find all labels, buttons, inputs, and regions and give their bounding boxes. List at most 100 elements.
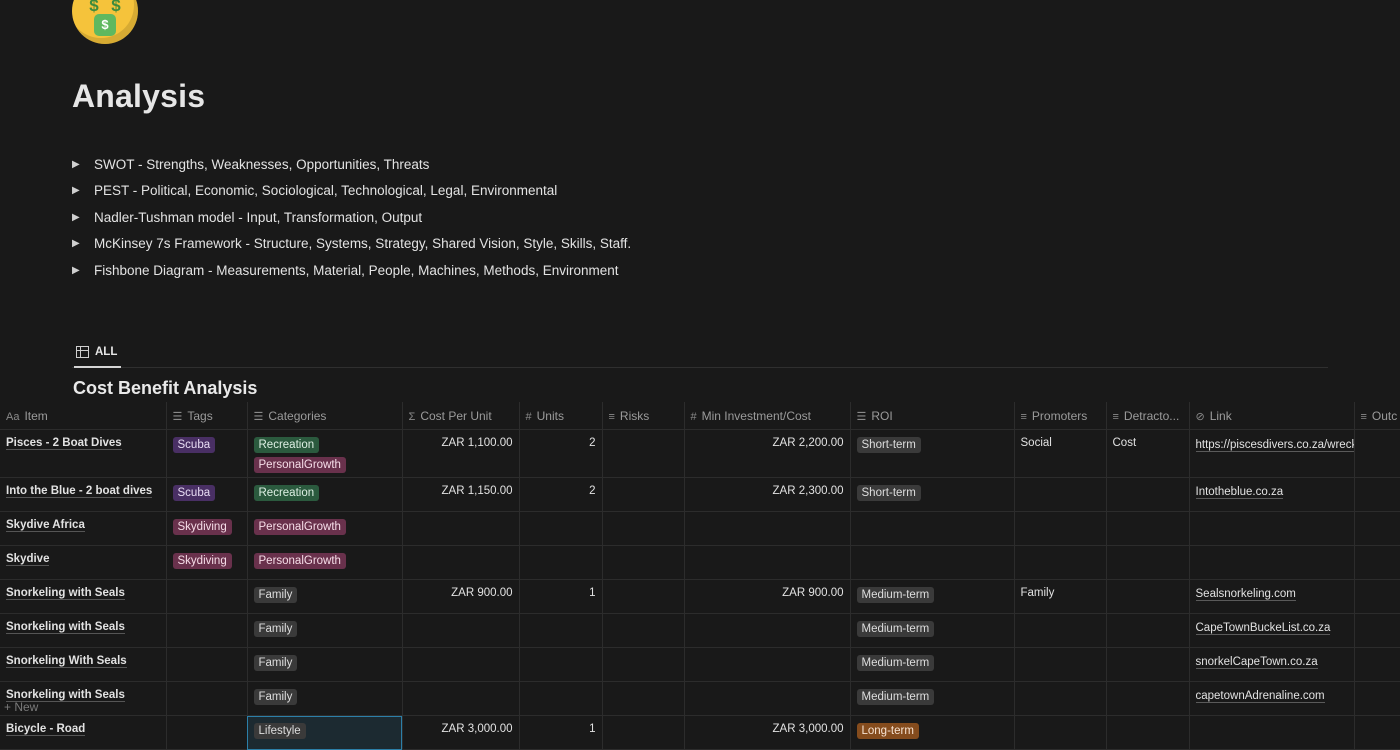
cell-tags[interactable]: Scuba xyxy=(166,477,248,512)
cell-outcome[interactable] xyxy=(1354,715,1400,750)
cell-roi[interactable]: Short-term xyxy=(850,477,1015,512)
cell-min-investment[interactable] xyxy=(684,545,851,580)
cell-promoters[interactable] xyxy=(1014,613,1107,648)
cell-categories[interactable]: Recreation xyxy=(247,477,403,512)
database-title[interactable]: Cost Benefit Analysis xyxy=(73,378,258,398)
cell-risks[interactable] xyxy=(602,511,685,546)
cell-min-investment[interactable] xyxy=(684,613,851,648)
cell-detractors[interactable]: Cost xyxy=(1106,429,1190,478)
cell-link[interactable]: Intotheblue.co.za xyxy=(1189,477,1355,512)
toggle-block-mckinsey[interactable]: ▶ McKinsey 7s Framework - Structure, Syst… xyxy=(72,231,631,258)
cell-outcome[interactable] xyxy=(1354,647,1400,682)
cell-outcome[interactable] xyxy=(1354,681,1400,716)
column-header-min-investment[interactable]: # Min Investment/Cost xyxy=(684,402,851,430)
cell-outcome[interactable] xyxy=(1354,545,1400,580)
cell-tags[interactable] xyxy=(166,681,248,716)
cell-outcome[interactable] xyxy=(1354,477,1400,512)
cell-cost-per-unit[interactable] xyxy=(402,511,520,546)
cell-promoters[interactable]: Social xyxy=(1014,429,1107,478)
cell-units[interactable]: 1 xyxy=(519,579,603,614)
cell-item[interactable]: Snorkeling with Seals xyxy=(0,613,167,648)
cell-link[interactable]: https://piscesdivers.co.za/wreck-and-ree… xyxy=(1189,429,1355,478)
column-header-roi[interactable]: ☰ ROI xyxy=(850,402,1015,430)
cell-promoters[interactable] xyxy=(1014,511,1107,546)
cell-tags[interactable]: Skydiving xyxy=(166,545,248,580)
toggle-block-nadler-tushman[interactable]: ▶ Nadler-Tushman model - Input, Transform… xyxy=(72,204,631,231)
table-row[interactable]: Skydive Skydiving PersonalGrowth xyxy=(0,545,1400,580)
cell-units[interactable]: 2 xyxy=(519,429,603,478)
cell-detractors[interactable] xyxy=(1106,545,1190,580)
cell-roi[interactable]: Short-term xyxy=(850,429,1015,478)
cell-roi[interactable] xyxy=(850,511,1015,546)
cell-cost-per-unit[interactable]: ZAR 1,100.00 xyxy=(402,429,520,478)
cell-categories[interactable]: Family xyxy=(247,613,403,648)
cell-cost-per-unit[interactable] xyxy=(402,681,520,716)
cell-promoters[interactable] xyxy=(1014,681,1107,716)
cell-link[interactable]: Sealsnorkeling.com xyxy=(1189,579,1355,614)
cell-categories[interactable]: PersonalGrowth xyxy=(247,511,403,546)
cell-min-investment[interactable]: ZAR 900.00 xyxy=(684,579,851,614)
column-header-item[interactable]: Aa Item xyxy=(0,402,167,430)
cell-categories-selected[interactable]: Lifestyle xyxy=(247,715,403,750)
cell-outcome[interactable] xyxy=(1354,579,1400,614)
cell-cost-per-unit[interactable]: ZAR 1,150.00 xyxy=(402,477,520,512)
cell-promoters[interactable] xyxy=(1014,545,1107,580)
toggle-triangle-icon[interactable]: ▶ xyxy=(72,264,80,276)
cell-tags[interactable] xyxy=(166,613,248,648)
cell-roi[interactable]: Medium-term xyxy=(850,579,1015,614)
cell-risks[interactable] xyxy=(602,579,685,614)
cell-categories[interactable]: PersonalGrowth xyxy=(247,545,403,580)
cell-outcome[interactable] xyxy=(1354,511,1400,546)
cell-detractors[interactable] xyxy=(1106,681,1190,716)
cell-units[interactable] xyxy=(519,545,603,580)
link-text[interactable]: Intotheblue.co.za xyxy=(1195,486,1284,499)
cell-categories[interactable]: Family xyxy=(247,579,403,614)
cell-roi[interactable]: Medium-term xyxy=(850,613,1015,648)
cell-link[interactable]: capetownAdrenaline.com xyxy=(1189,681,1355,716)
cell-units[interactable] xyxy=(519,681,603,716)
cell-cost-per-unit[interactable]: ZAR 3,000.00 xyxy=(402,715,520,750)
cell-tags[interactable] xyxy=(166,647,248,682)
column-header-link[interactable]: ⊘ Link xyxy=(1189,402,1355,430)
cell-detractors[interactable] xyxy=(1106,579,1190,614)
cell-link[interactable] xyxy=(1189,545,1355,580)
cell-link[interactable]: snorkelCapeTown.co.za xyxy=(1189,647,1355,682)
cell-min-investment[interactable]: ZAR 3,000.00 xyxy=(684,715,851,750)
cell-outcome[interactable] xyxy=(1354,429,1400,478)
cell-units[interactable]: 1 xyxy=(519,715,603,750)
cell-detractors[interactable] xyxy=(1106,613,1190,648)
cell-min-investment[interactable] xyxy=(684,647,851,682)
table-row[interactable]: Skydive Africa Skydiving PersonalGrowth xyxy=(0,511,1400,546)
cell-link[interactable]: CapeTownBuckeList.co.za xyxy=(1189,613,1355,648)
page-icon-money-mouth-emoji[interactable]: $ $ $ xyxy=(72,0,138,44)
table-row[interactable]: Bicycle - Road Lifestyle ZAR 3,000.00 1 … xyxy=(0,715,1400,750)
cell-cost-per-unit[interactable]: ZAR 900.00 xyxy=(402,579,520,614)
cell-risks[interactable] xyxy=(602,477,685,512)
cell-min-investment[interactable] xyxy=(684,681,851,716)
cell-risks[interactable] xyxy=(602,681,685,716)
cell-tags[interactable] xyxy=(166,715,248,750)
cell-risks[interactable] xyxy=(602,647,685,682)
toggle-triangle-icon[interactable]: ▶ xyxy=(72,158,80,170)
column-header-promoters[interactable]: ≡ Promoters xyxy=(1014,402,1107,430)
cell-detractors[interactable] xyxy=(1106,477,1190,512)
link-text[interactable]: https://piscesdivers.co.za/wreck-and-ree… xyxy=(1195,439,1353,452)
column-header-outcome[interactable]: ≡ Outc xyxy=(1354,402,1400,430)
cell-promoters[interactable]: Family xyxy=(1014,579,1107,614)
cell-min-investment[interactable] xyxy=(684,511,851,546)
cell-units[interactable] xyxy=(519,511,603,546)
cell-promoters[interactable] xyxy=(1014,477,1107,512)
new-row-button[interactable]: + New xyxy=(4,700,39,714)
cell-link[interactable] xyxy=(1189,715,1355,750)
tab-all[interactable]: ALL xyxy=(74,338,122,368)
cell-risks[interactable] xyxy=(602,429,685,478)
cell-promoters[interactable] xyxy=(1014,715,1107,750)
link-text[interactable]: snorkelCapeTown.co.za xyxy=(1195,656,1318,669)
cell-units[interactable]: 2 xyxy=(519,477,603,512)
cell-min-investment[interactable]: ZAR 2,300.00 xyxy=(684,477,851,512)
column-header-detractors[interactable]: ≡ Detracto... xyxy=(1106,402,1190,430)
table-row[interactable]: Snorkeling with Seals Family Medium-term… xyxy=(0,613,1400,648)
column-header-cost-per-unit[interactable]: Σ Cost Per Unit xyxy=(402,402,520,430)
cell-roi[interactable]: Medium-term xyxy=(850,681,1015,716)
link-text[interactable]: capetownAdrenaline.com xyxy=(1195,690,1325,703)
